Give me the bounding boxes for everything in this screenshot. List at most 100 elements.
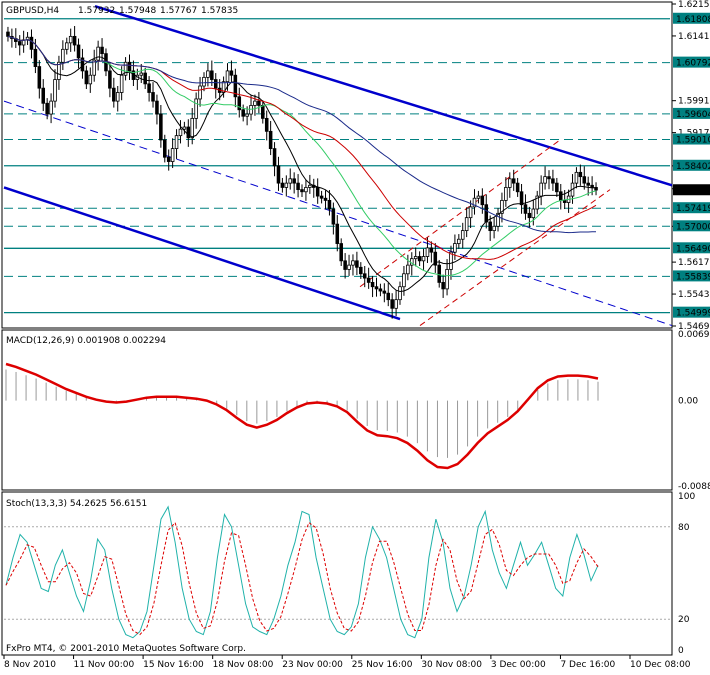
candle-body	[504, 187, 508, 201]
level-label: 1.59010	[676, 136, 710, 146]
candle-body	[484, 204, 489, 223]
candle-body	[261, 105, 265, 119]
candle-body	[319, 195, 324, 199]
candle-body	[292, 178, 296, 184]
candle-body	[335, 223, 340, 244]
candle-body	[574, 171, 579, 184]
price-tick-label: 1.54690	[678, 322, 710, 332]
candle-body	[194, 98, 198, 119]
candle-body	[586, 182, 590, 186]
candle-body	[433, 251, 438, 266]
candle-body	[429, 247, 434, 253]
macd-title: MACD(12,26,9) 0.001908 0.002294	[6, 336, 166, 346]
candle-body	[394, 299, 398, 309]
stoch-axis: 100 80 20 0	[678, 492, 695, 656]
candle-body	[272, 148, 277, 167]
level-label-box	[673, 270, 710, 282]
candle-body	[594, 187, 598, 191]
quote-close: 1.57835	[201, 6, 238, 16]
price-tick-label: 1.62150	[678, 0, 710, 10]
candle-body	[468, 206, 473, 219]
candle-body	[425, 247, 430, 257]
candle-body	[374, 286, 379, 290]
candle-body	[206, 70, 210, 78]
candle-body	[445, 269, 449, 290]
candle-body	[76, 44, 81, 59]
candle-body	[464, 217, 469, 232]
macd-tick-label: -0.00887	[678, 482, 710, 492]
price-tick-label: 1.59910	[678, 97, 710, 107]
price-tick-label: 1.61410	[678, 32, 710, 42]
candle-body	[178, 128, 183, 137]
trend-lines	[3, 4, 673, 327]
candle-body	[112, 87, 116, 102]
candle-body	[366, 277, 371, 283]
candle-body	[515, 182, 520, 193]
macd-signal-line	[5, 362, 599, 470]
candle-body	[68, 35, 73, 44]
macd-pane	[1, 329, 673, 491]
level-label: 1.54999	[676, 309, 710, 319]
candle-body	[6, 31, 10, 37]
candle-body	[92, 59, 96, 76]
candle-body	[472, 197, 477, 208]
candle-body	[17, 41, 22, 46]
time-tick-label: 30 Nov 08:00	[421, 660, 482, 670]
macd-axis: 0.00692 0.00 -0.00887	[678, 330, 710, 492]
macd-indicator	[5, 362, 599, 470]
time-tick-label: 23 Nov 00:00	[282, 660, 343, 670]
candle-body	[245, 113, 249, 117]
stochastic-indicator	[4, 505, 670, 639]
candle-body	[225, 70, 230, 83]
time-axis: 8 Nov 2010 11 Nov 00:00 15 Nov 16:00 18 Nov…	[3, 655, 691, 670]
price-axis: 1.621501.614101.599101.591701.584001.578…	[672, 0, 710, 332]
candle-body	[276, 165, 281, 184]
quote-open: 1.57932	[78, 6, 115, 16]
current-price-box	[673, 184, 710, 196]
candle-body	[45, 102, 49, 115]
candle-body	[543, 176, 547, 184]
candle-body	[53, 79, 57, 102]
price-pane	[1, 1, 673, 329]
stoch-pane	[1, 491, 673, 656]
time-tick-label: 10 Dec 08:00	[630, 660, 691, 670]
level-label-box	[673, 107, 710, 119]
candle-body	[159, 113, 163, 141]
candle-body	[147, 83, 151, 93]
candle-body	[402, 273, 406, 288]
level-label: 1.56490	[676, 244, 710, 254]
candle-body	[280, 182, 285, 188]
candle-body	[253, 100, 257, 106]
candle-body	[421, 256, 426, 262]
level-label-box	[673, 12, 710, 24]
level-label: 1.61808	[676, 15, 710, 25]
candle-body	[441, 282, 445, 290]
candle-body	[519, 191, 524, 206]
candle-body	[370, 282, 375, 288]
candle-body	[84, 70, 89, 85]
candle-body	[378, 288, 383, 292]
level-label-box	[673, 220, 710, 232]
candle-body	[198, 85, 202, 100]
candle-body	[351, 260, 355, 266]
candle-body	[480, 195, 485, 206]
candle-body	[562, 199, 567, 203]
candle-body	[123, 61, 128, 76]
price-tick-label: 1.56170	[678, 258, 710, 268]
candle-body	[61, 48, 65, 63]
trend-line-lower	[3, 186, 401, 321]
watermark: FxPro MT4, © 2001-2010 MetaQuotes Softwa…	[6, 644, 246, 654]
candle-body	[308, 184, 312, 188]
quote-high: 1.57948	[119, 6, 156, 16]
candle-body	[539, 182, 543, 197]
candle-body	[390, 299, 394, 309]
time-tick-label: 3 Dec 00:00	[491, 660, 546, 670]
level-label: 1.60792	[676, 59, 710, 69]
candle-body	[437, 264, 441, 283]
candle-body	[323, 197, 328, 201]
candle-body	[190, 117, 194, 139]
stoch-title: Stoch(13,3,3) 54.2625 56.6151	[6, 499, 147, 509]
candle-body	[315, 187, 320, 197]
candle-body	[37, 66, 42, 89]
